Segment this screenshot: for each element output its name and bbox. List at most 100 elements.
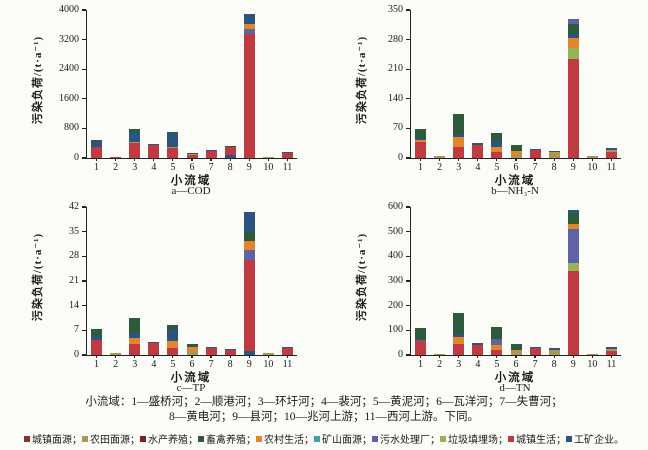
bar-segment-f [110,353,122,355]
bar-segment-lv [415,129,427,138]
y-tick-mark [82,98,86,100]
legend-swatch-lf [440,435,446,442]
bar-segment-wp [567,19,579,24]
x-tick-mark [419,355,422,358]
x-tick-label: 10 [587,359,598,370]
x-tick-mark [515,158,517,161]
bar-segment-ie [243,13,255,25]
y-tick-label: 0 [398,152,403,163]
x-tick-mark [534,158,536,161]
stacked-bar-9 [243,211,255,355]
bar-segment-ie [243,351,255,355]
x-tick-label: 6 [513,359,519,370]
bar-segment-ie [148,144,160,146]
legend-item-rl: 农村生活； [256,431,314,446]
bar-segment-ul [491,151,503,158]
bar-segment-ul [453,343,465,355]
bar-segment-lv [491,132,503,142]
x-tick-mark [591,355,593,358]
stacked-bar-11 [605,148,617,158]
plot-area-tp: 0 7 14 21 28 35 42 1 2 3 4 5 6 7 8 9 10 11 [69,202,297,370]
x-tick-mark [553,355,555,358]
bar-segment-ul [472,145,484,158]
legend-item-lf: 垃圾填埋场； [440,431,508,446]
bar-segment-ul [491,349,503,355]
y-tick-label: 0 [74,349,79,360]
bar-segment-lv [491,327,503,339]
y-tick-label: 300 [388,275,403,286]
legend-label: 农田面源； [90,435,140,446]
x-tick-label: 10 [263,359,274,370]
stacked-bar-8 [548,348,560,355]
legend-label: 水产养殖； [148,435,198,446]
x-tick-label: 1 [418,359,424,370]
x-tick-mark [248,158,250,161]
bar-segment-lv [91,328,103,338]
y-tick-mark [82,9,86,11]
stacked-bar-4 [472,343,484,355]
y-tick-label: 210 [388,63,403,75]
x-tick-mark [191,355,193,358]
stacked-bar-4 [148,342,160,355]
bar-segment-ul [224,147,236,155]
bar-segment-f [548,152,560,158]
legend-swatch-wp [372,435,378,442]
bar-segment-lv [243,232,255,241]
y-tick-mark [82,354,86,356]
bar-segment-rl [567,37,579,49]
y-tick-mark [406,39,410,41]
legend-swatch-lv [198,435,204,442]
bar-segment-ul [472,344,484,355]
x-tick-label: 8 [227,162,233,173]
bar-segment-lv [91,139,103,141]
stacked-bar-6 [186,153,198,158]
bar-segment-f [434,155,446,158]
y-tick-mark [406,231,410,233]
bar-segment-ie [415,137,427,140]
bar-segment-lv [167,325,179,330]
x-tick-label: 3 [132,162,138,173]
bar-segment-ul [281,152,293,158]
bar-segment-ie [205,149,217,151]
x-tick-mark [610,355,613,358]
x-tick-mark [496,355,498,358]
stacked-bar-3 [453,114,465,158]
bar-segment-ul [167,148,179,158]
bar-segment-lf [567,48,579,59]
bar-segment-ul [605,350,617,355]
legend-swatch-rl [256,435,262,442]
stacked-bar-9 [243,13,255,158]
bar-segment-lv [129,318,141,334]
bar-segment-ie [243,211,255,233]
x-tick-label: 11 [282,162,293,173]
chart-grid: 污染负荷/(t·a⁻¹) 0 800 1600 2400 3200 4000 1 2 3 4 5 6 7… [32,5,621,394]
plot-area-tn: 0 100 200 300 400 500 600 1 2 3 4 5 6 7 8 9 10 11 [388,202,621,370]
bar-segment-ul [167,347,179,355]
bar-segment-rl [243,240,255,251]
x-tick-mark [419,158,422,161]
bar-segment-ie [567,34,579,38]
bar-segment-ul [91,340,103,355]
x-tick-mark [439,158,441,161]
stacked-bar-3 [453,313,465,355]
bar-segment-lv [510,344,522,350]
y-tick-label: 0 [398,349,403,360]
bar-segment-f [605,149,617,153]
bar-segment-ie [491,141,503,148]
stacked-bar-6 [510,145,522,158]
bar-segment-rl [129,338,141,344]
y-tick-mark [82,157,86,159]
bar-segment-ul [415,141,427,158]
bar-segment-f [167,147,179,149]
bar-segment-rl [453,136,465,148]
x-tick-label: 1 [418,162,424,173]
stacked-bar-10 [586,353,598,355]
x-tick-label: 3 [456,162,462,173]
y-tick-label: 42 [69,201,79,212]
stacked-bar-9 [567,19,579,158]
x-tick-mark [591,158,593,161]
bar-segment-wp [243,250,255,260]
bar-segment-ul [205,347,217,355]
x-tick-label: 2 [437,359,443,370]
x-tick-mark [477,158,479,161]
